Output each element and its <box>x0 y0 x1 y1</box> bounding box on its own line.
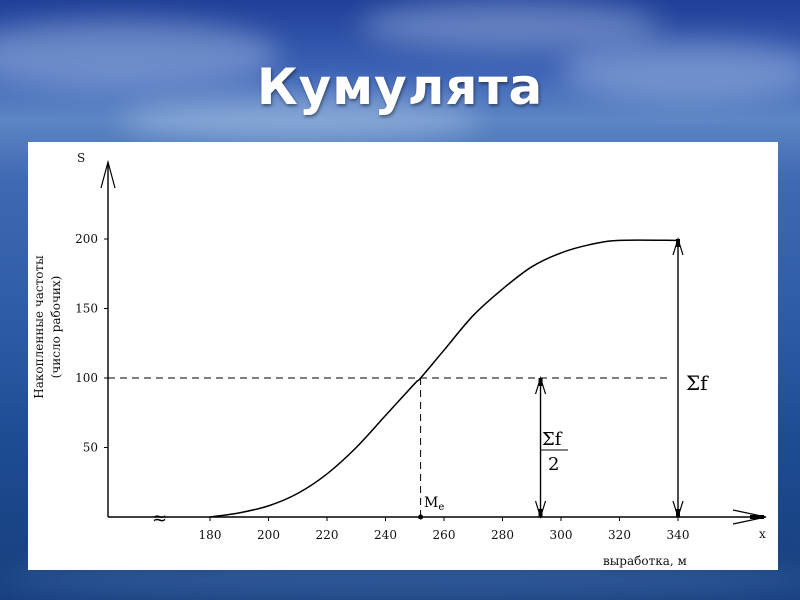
median-label-main: M <box>424 495 438 511</box>
axis-break-mark: ≈ <box>152 508 167 529</box>
median-point <box>418 514 424 520</box>
x-tick-label: 180 <box>199 528 222 542</box>
x-axis-arrowhead <box>732 509 767 525</box>
cloud <box>560 40 800 100</box>
x-tick-label: 200 <box>257 528 280 542</box>
x-tick-label: 280 <box>491 528 514 542</box>
cloud <box>120 95 480 145</box>
y-axis-arrowhead <box>100 159 116 189</box>
x-tick-label: 320 <box>608 528 631 542</box>
x-tick-label: 240 <box>374 528 397 542</box>
half-sum-numerator: Σf <box>542 429 563 450</box>
y-tick-label: 200 <box>75 232 98 246</box>
x-tick-label: 220 <box>316 528 339 542</box>
slide-title: Кумулята <box>256 58 544 116</box>
median-label-sub: e <box>438 502 444 513</box>
cumulative-chart: S x выработка, м Накопленные частоты (чи… <box>32 151 767 568</box>
x-axis-end-block <box>750 515 764 519</box>
x-axis-title: выработка, м <box>603 554 687 568</box>
y-tick-label: 100 <box>75 371 98 385</box>
x-tick-label: 260 <box>433 528 456 542</box>
y-axis-letter: S <box>77 151 85 165</box>
cumulative-curve <box>209 239 679 518</box>
x-tick-label: 340 <box>667 528 690 542</box>
cloud <box>0 20 280 90</box>
y-axis-title-line2: (число рабочих) <box>49 276 63 379</box>
half-sum-arrow-cap-bottom <box>538 509 543 517</box>
y-tick-label: 50 <box>83 441 98 455</box>
sum-arrow-cap-top <box>676 239 680 247</box>
y-axis-title-line1: Накопленные частоты <box>32 255 46 399</box>
cloud <box>360 0 660 50</box>
sum-arrow-cap-bottom <box>676 509 680 517</box>
sum-label: Σf <box>686 371 709 395</box>
x-tick-label: 300 <box>550 528 573 542</box>
y-tick-label: 150 <box>75 302 98 316</box>
median-label: Me <box>424 495 444 513</box>
half-sum-arrow-cap-top <box>538 378 543 386</box>
half-sum-denominator: 2 <box>548 454 559 475</box>
chart-panel: S x выработка, м Накопленные частоты (чи… <box>28 142 778 570</box>
x-axis-letter: x <box>759 527 766 541</box>
